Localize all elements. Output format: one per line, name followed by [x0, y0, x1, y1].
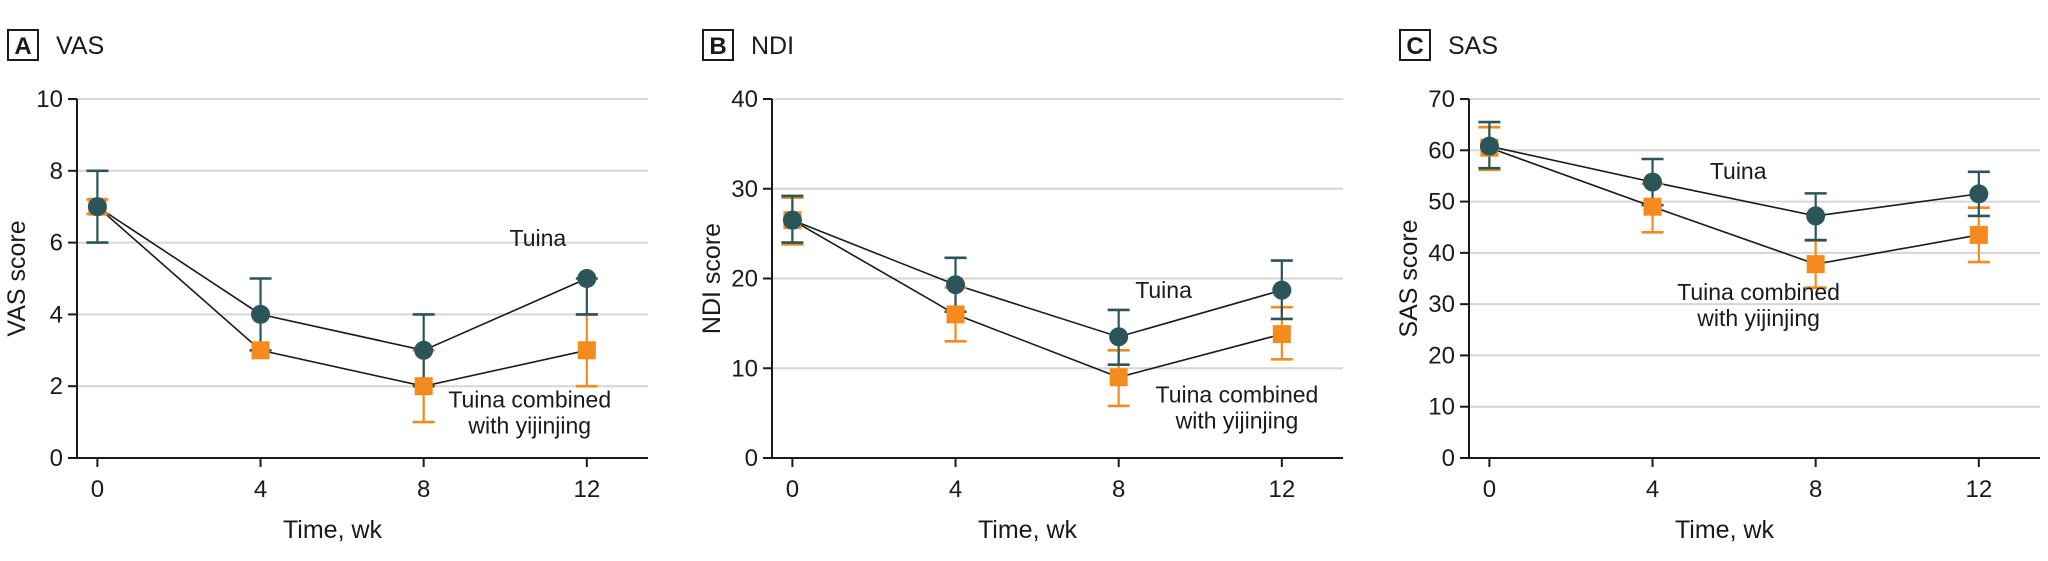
series-line-tuina [1489, 145, 1979, 217]
x-tick-label: 0 [786, 476, 799, 503]
data-point-tuina [251, 304, 271, 324]
y-tick-label: 10 [36, 86, 63, 113]
data-point-combined [946, 305, 965, 324]
data-point-tuina [946, 275, 966, 295]
panel-sas: C SAS 0 10 20 30 40 50 60 70 0 4 8 12 Time, wk SAS scor… [1395, 29, 2040, 544]
y-tick-label: 50 [1428, 189, 1455, 216]
y-tick-label: 40 [731, 86, 758, 113]
panel-letter-box [7, 29, 39, 61]
x-tick-label: 4 [1646, 476, 1659, 503]
series-line-tuina [792, 219, 1283, 338]
y-tick-label: 0 [50, 445, 63, 472]
x-axis-label: Time, wk [978, 516, 1078, 544]
y-tick-label: 8 [50, 158, 63, 185]
x-axis-label: Time, wk [1675, 516, 1775, 544]
data-point-combined [1643, 197, 1662, 216]
y-tick-label: 20 [731, 266, 758, 293]
y-axis-label: VAS score [3, 220, 31, 336]
data-point-combined [414, 377, 433, 396]
data-point-combined [1272, 325, 1291, 344]
panel-letter-box [702, 29, 734, 61]
series-line-combined [1489, 146, 1979, 265]
data-point-combined [1109, 368, 1128, 387]
data-point-tuina [1643, 172, 1663, 192]
y-tick-label: 0 [745, 445, 758, 472]
series-line-combined [791, 219, 1283, 379]
x-tick-label: 8 [417, 476, 430, 503]
data-point-tuina [1806, 206, 1826, 226]
series-annotation: Tuina [1710, 158, 1767, 184]
y-tick-label: 4 [50, 301, 63, 328]
panel-ndi: B NDI 0 10 20 30 40 0 4 8 12 Time, wk NDI score Tuina… [698, 29, 1343, 544]
y-tick-label: 2 [50, 373, 63, 400]
panel-letter: A [14, 33, 31, 60]
series-annotation: Tuina combined with yijinjing [448, 387, 611, 439]
y-axis-label: SAS score [1395, 219, 1423, 337]
data-point-tuina [577, 269, 597, 288]
x-axis-label: Time, wk [283, 516, 383, 544]
panel-letter-box [1399, 29, 1431, 61]
data-point-tuina [1109, 327, 1129, 347]
series-line-tuina [96, 206, 588, 352]
x-tick-label: 12 [1268, 476, 1295, 503]
data-point-tuina [1479, 136, 1499, 156]
data-point-combined [1806, 255, 1825, 274]
y-tick-label: 70 [1428, 86, 1455, 113]
y-tick-label: 6 [50, 230, 63, 257]
data-point-tuina [87, 197, 107, 217]
panel-title: SAS [1448, 32, 1498, 60]
x-tick-label: 0 [91, 476, 104, 503]
panel-letter: C [1406, 33, 1423, 60]
x-tick-label: 8 [1112, 476, 1125, 503]
y-tick-label: 30 [731, 176, 758, 203]
series-annotation: Tuina [1135, 277, 1192, 303]
y-tick-label: 10 [1428, 394, 1455, 421]
x-tick-label: 12 [573, 476, 600, 503]
panel-vas: A VAS 0 2 4 6 8 10 0 4 8 12 Time, wk VAS score Tuina Tu… [3, 29, 648, 544]
series-annotation: Tuina combined with yijinjing [1677, 279, 1840, 331]
x-tick-label: 4 [949, 476, 962, 503]
panel-title: NDI [751, 32, 794, 60]
data-point-tuina [1272, 280, 1292, 300]
data-point-tuina [782, 210, 802, 230]
series-annotation: Tuina combined with yijinjing [1156, 381, 1319, 433]
series-annotation: Tuina [510, 225, 567, 251]
x-tick-label: 0 [1483, 476, 1496, 503]
y-axis-label: NDI score [698, 223, 726, 334]
x-tick-label: 12 [1965, 476, 1992, 503]
y-tick-label: 40 [1428, 240, 1455, 267]
data-point-tuina [414, 340, 434, 360]
x-tick-label: 4 [254, 476, 267, 503]
y-tick-label: 30 [1428, 291, 1455, 318]
series-line-combined [96, 206, 587, 388]
data-point-tuina [1969, 184, 1989, 204]
data-point-combined [251, 341, 270, 360]
panel-title: VAS [56, 32, 104, 60]
data-point-combined [1969, 225, 1988, 244]
panel-letter: B [709, 33, 726, 60]
y-tick-label: 0 [1442, 445, 1455, 472]
x-tick-label: 8 [1809, 476, 1822, 503]
y-tick-label: 10 [731, 355, 758, 382]
y-tick-label: 20 [1428, 342, 1455, 369]
data-point-combined [577, 341, 596, 360]
y-tick-label: 60 [1428, 137, 1455, 164]
